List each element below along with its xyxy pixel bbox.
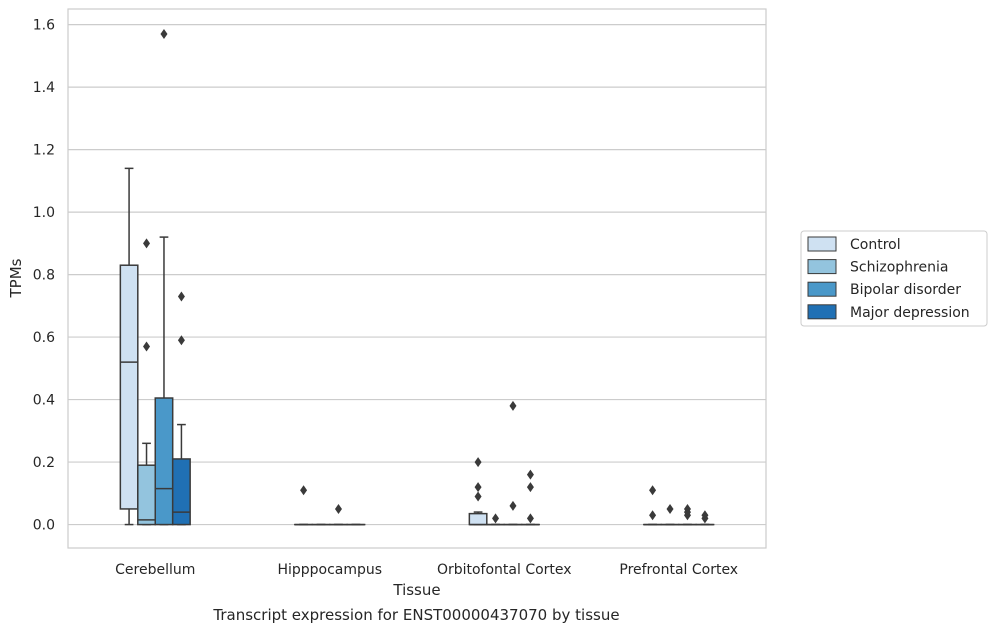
- y-tick-label: 0.6: [33, 330, 55, 346]
- y-tick-label: 1.4: [33, 80, 55, 96]
- y-tick-labels: 0.0 0.2 0.4 0.6 0.8 1.0 1.2 1.4 1.6: [33, 18, 55, 534]
- chart-caption: Transcript expression for ENST0000043707…: [213, 606, 620, 624]
- legend-entry: Bipolar disorder: [850, 282, 961, 298]
- outlier-point: [666, 503, 674, 514]
- outlier-point: [143, 238, 151, 249]
- outlier-point: [649, 510, 657, 521]
- outlier-point: [526, 513, 534, 524]
- box-0-2: [468, 457, 488, 526]
- outlier-point: [474, 491, 482, 502]
- outlier-point: [509, 400, 517, 411]
- box-series: [119, 28, 715, 526]
- x-tick-label: Cerebellum: [115, 562, 195, 578]
- outlier-point: [177, 291, 185, 302]
- box-0-3: [643, 485, 663, 526]
- box-body: [468, 512, 488, 526]
- outlier-point: [509, 500, 517, 511]
- y-tick-label: 1.6: [33, 18, 55, 34]
- box-2-2: [503, 400, 523, 526]
- y-tick-label: 0.8: [33, 268, 55, 284]
- y-tick-label: 1.0: [33, 205, 55, 221]
- box-body: [119, 264, 139, 510]
- legend-frame: [800, 230, 988, 327]
- box-1-2: [486, 513, 505, 526]
- outlier-point: [474, 482, 482, 493]
- box-body: [154, 397, 174, 526]
- legend-entry: Control: [850, 237, 901, 253]
- box-3-3: [695, 510, 715, 526]
- box-0-1: [294, 485, 314, 526]
- box-2-1: [329, 503, 348, 526]
- x-tick-labels: Cerebellum Hipppocampus Orbitofontal Corte…: [115, 562, 738, 578]
- y-tick-label: 1.2: [33, 143, 55, 159]
- outlier-point: [526, 469, 534, 480]
- outlier-point: [177, 335, 185, 346]
- outlier-point: [334, 503, 342, 514]
- outlier-point: [474, 457, 482, 468]
- y-tick-label: 0.0: [33, 518, 55, 534]
- x-tick-label: Hipppocampus: [277, 562, 382, 578]
- y-axis-label: TPMs: [7, 258, 25, 298]
- box-1-0: [137, 238, 157, 526]
- outlier-point: [701, 513, 709, 524]
- box-body: [171, 458, 191, 526]
- outlier-point: [526, 482, 534, 493]
- outlier-point: [649, 485, 657, 496]
- x-tick-label: Orbitofontal Cortex: [437, 562, 572, 578]
- outlier-point: [492, 513, 500, 524]
- y-tick-label: 0.4: [33, 393, 55, 409]
- box-body: [137, 464, 157, 526]
- box-3-0: [171, 291, 191, 526]
- box-2-0: [154, 28, 174, 526]
- x-tick-label: Prefrontal Cortex: [619, 562, 738, 578]
- box-3-2: [520, 469, 540, 526]
- outlier-point: [300, 485, 308, 496]
- legend-entry: Major depression: [850, 305, 970, 321]
- plot-area-frame: [67, 8, 767, 549]
- legend-swatch: [807, 281, 837, 297]
- x-axis-label: Tissue: [392, 581, 440, 599]
- legend-entry: Schizophrenia: [850, 260, 948, 276]
- legend-swatch: [807, 259, 837, 275]
- legend-swatch: [807, 236, 837, 252]
- outlier-point: [143, 341, 151, 352]
- outlier-point: [160, 28, 168, 39]
- box-0-0: [119, 167, 139, 526]
- legend-swatch: [807, 304, 837, 320]
- outlier-point: [683, 510, 691, 521]
- legend: Control Schizophrenia Bipolar disorder Majo…: [800, 230, 988, 327]
- box-2-3: [678, 503, 697, 526]
- y-tick-label: 0.2: [33, 455, 55, 471]
- box-1-3: [660, 503, 680, 526]
